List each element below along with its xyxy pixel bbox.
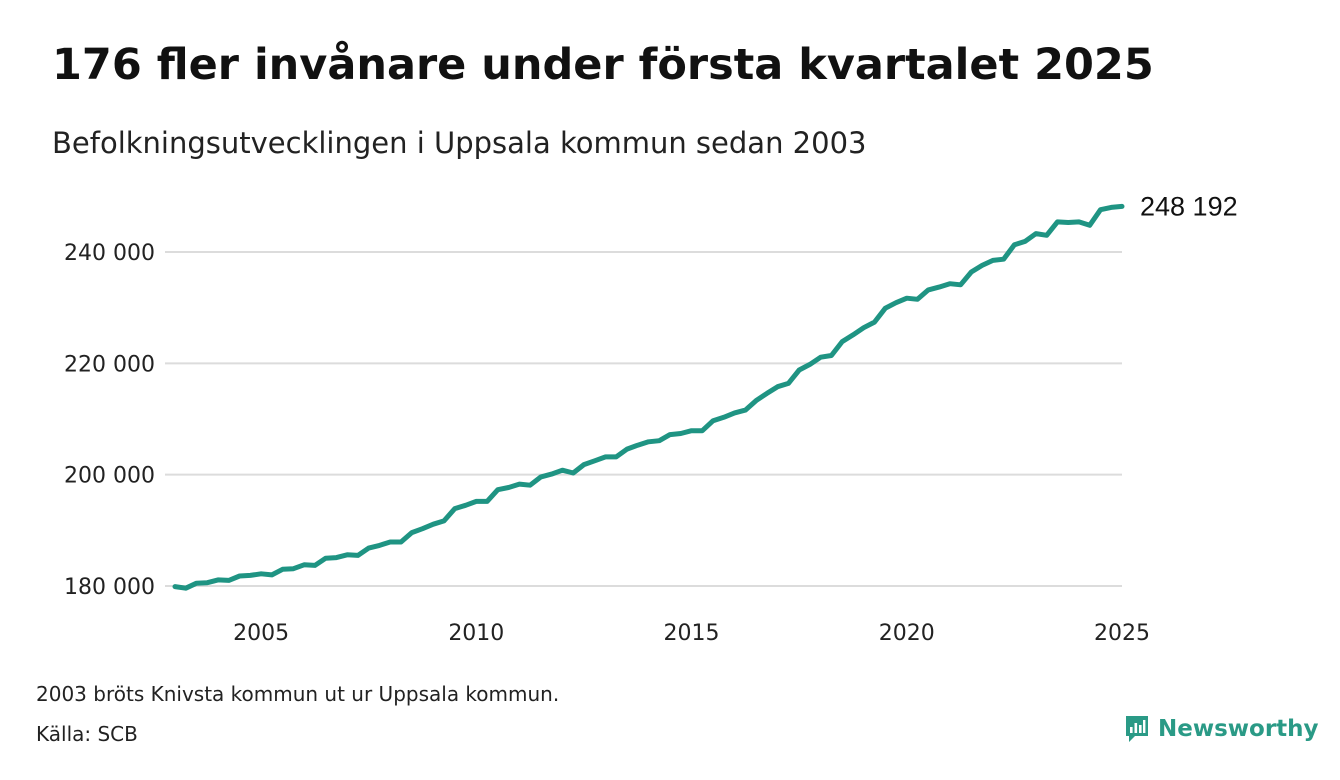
chart-title: 176 fler invånare under första kvartalet… [52, 40, 1154, 90]
end-label-layer: 248 192 [1140, 191, 1238, 221]
gridlines [165, 251, 1122, 587]
x-tick-label: 2015 [664, 621, 720, 646]
brand-logo: Newsworthy [1124, 714, 1319, 744]
brand-name: Newsworthy [1158, 716, 1319, 742]
x-tick-label: 2010 [448, 621, 504, 646]
x-tick-label: 2005 [233, 621, 289, 646]
y-tick-label: 180 000 [64, 575, 155, 600]
y-tick-label: 220 000 [64, 352, 155, 377]
x-tick-label: 2020 [879, 621, 935, 646]
source-credit: Källa: SCB [36, 722, 138, 746]
y-axis-ticks: 180 000 200 000 220 000 240 000 [64, 241, 155, 600]
newsworthy-logo-icon [1126, 716, 1148, 742]
x-axis-ticks: 2005 2010 2015 2020 2025 [233, 621, 1150, 646]
y-tick-label: 240 000 [64, 241, 155, 266]
population-line [172, 203, 1125, 591]
end-value-label: 248 192 [1140, 191, 1238, 221]
x-tick-label: 2025 [1094, 621, 1150, 646]
chart-subtitle: Befolkningsutvecklingen i Uppsala kommun… [52, 126, 867, 160]
y-tick-label: 200 000 [64, 464, 155, 489]
series-layer [172, 203, 1125, 591]
footnote: 2003 bröts Knivsta kommun ut ur Uppsala … [36, 682, 560, 706]
